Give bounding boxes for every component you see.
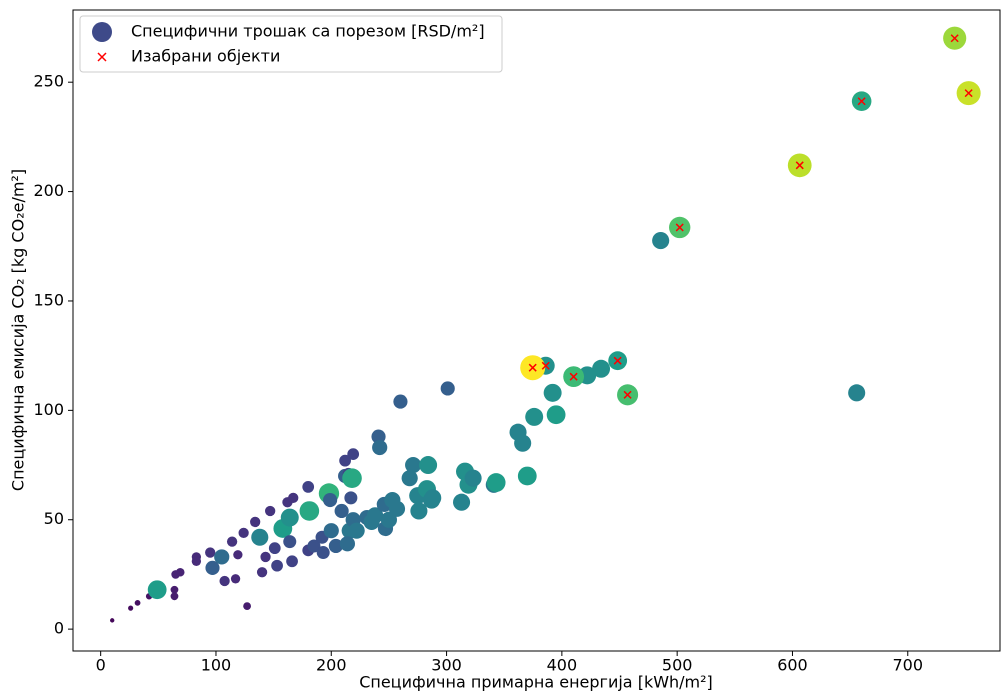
scatter-point xyxy=(440,381,455,396)
scatter-point xyxy=(514,434,532,452)
y-axis-label: Специфична емисија CO₂ [kg CO₂e/m²] xyxy=(9,169,28,491)
scatter-point xyxy=(546,405,566,425)
selected-marker xyxy=(675,223,684,232)
scatter-point xyxy=(256,567,268,578)
scatter-point xyxy=(214,549,230,565)
scatter-point xyxy=(134,599,141,606)
scatter-point xyxy=(323,492,338,508)
y-tick-label: 0 xyxy=(54,619,64,638)
scatter-point xyxy=(388,500,406,517)
scatter-point xyxy=(848,384,866,402)
scatter-point xyxy=(366,507,384,524)
scatter-point xyxy=(517,466,537,486)
scatter-point xyxy=(401,470,418,487)
selected-marker xyxy=(857,97,866,106)
scatter-point xyxy=(347,448,360,460)
scatter-point xyxy=(268,542,281,555)
scatter-point xyxy=(424,489,442,507)
scatter-point xyxy=(271,559,283,572)
y-tick-label: 250 xyxy=(33,72,64,91)
scatter-point xyxy=(250,516,261,528)
plot-frame xyxy=(72,9,1001,652)
selected-marker xyxy=(950,34,959,43)
legend: Специфични трошак са порезом [RSD/m²] Иза… xyxy=(79,15,503,73)
scatter-point xyxy=(110,618,115,623)
scatter-point xyxy=(175,567,185,577)
scatter-point xyxy=(464,469,482,487)
scatter-point xyxy=(453,493,471,511)
scatter-point xyxy=(486,473,506,492)
scatter-point xyxy=(170,585,179,594)
scatter-point xyxy=(299,501,320,521)
scatter-point xyxy=(283,535,297,549)
x-tick-label: 700 xyxy=(892,656,923,675)
scatter-point xyxy=(286,555,298,568)
scatter-point xyxy=(405,456,422,474)
scatter-point xyxy=(243,602,251,611)
legend-box xyxy=(79,15,503,73)
scatter-point xyxy=(288,492,299,504)
y-tick-label: 150 xyxy=(33,290,64,309)
scatter-point xyxy=(230,574,241,584)
scatter-point xyxy=(334,503,349,519)
scatter-point xyxy=(128,605,134,611)
scatter-point xyxy=(260,551,271,563)
x-tick-label: 200 xyxy=(316,656,347,675)
scatter-point xyxy=(280,508,299,527)
scatter-point xyxy=(147,580,167,600)
selected-marker xyxy=(569,372,578,381)
scatter-point xyxy=(251,528,269,546)
scatter-point xyxy=(170,592,179,601)
scatter-point xyxy=(339,536,356,552)
y-tick-label: 100 xyxy=(33,400,64,419)
scatter-point xyxy=(652,232,670,250)
scatter-point xyxy=(205,547,216,558)
scatter-point xyxy=(543,383,562,402)
scatter-point xyxy=(419,456,438,475)
scatter-point xyxy=(302,481,315,493)
x-axis-label: Специфична примарна енергија [kWh/m²] xyxy=(359,673,713,692)
x-tick-label: 600 xyxy=(777,656,808,675)
scatter-point xyxy=(316,546,330,560)
scatter-point xyxy=(371,429,386,444)
x-tick-label: 400 xyxy=(547,656,578,675)
x-tick-label: 300 xyxy=(431,656,462,675)
scatter-point xyxy=(592,359,611,378)
scatter-point xyxy=(328,538,343,554)
selected-marker xyxy=(795,161,804,170)
legend-marker xyxy=(97,52,107,62)
selected-marker xyxy=(613,356,622,365)
x-tick-label: 100 xyxy=(201,656,232,675)
legend-label: Специфични трошак са порезом [RSD/m²] xyxy=(131,22,485,41)
scatter-point xyxy=(265,505,276,517)
y-tick-label: 50 xyxy=(44,509,64,528)
selected-marker xyxy=(541,361,550,370)
scatter-point xyxy=(339,454,351,467)
scatter-point xyxy=(205,560,220,575)
scatter-point xyxy=(307,539,321,553)
scatter-point xyxy=(348,522,365,539)
scatter-point xyxy=(191,556,202,566)
scatter-point xyxy=(393,394,408,409)
y-tick-label: 200 xyxy=(33,181,64,200)
x-tick-label: 0 xyxy=(96,656,106,675)
scatter-point xyxy=(323,523,339,539)
selected-marker xyxy=(528,363,537,372)
scatter-point xyxy=(219,575,230,587)
x-tick-label: 500 xyxy=(662,656,693,675)
scatter-point xyxy=(525,407,544,426)
selected-marker xyxy=(964,89,973,98)
scatter-point xyxy=(233,550,243,560)
scatter-point xyxy=(238,527,249,539)
selected-marker xyxy=(623,390,632,399)
legend-label: Изабрани објекти xyxy=(131,47,280,66)
scatter-point xyxy=(342,468,362,488)
scatter-point xyxy=(344,491,358,505)
legend-marker xyxy=(92,22,112,42)
scatter-point xyxy=(226,536,238,547)
scatter-point xyxy=(372,439,388,456)
scatter-point xyxy=(410,502,428,520)
